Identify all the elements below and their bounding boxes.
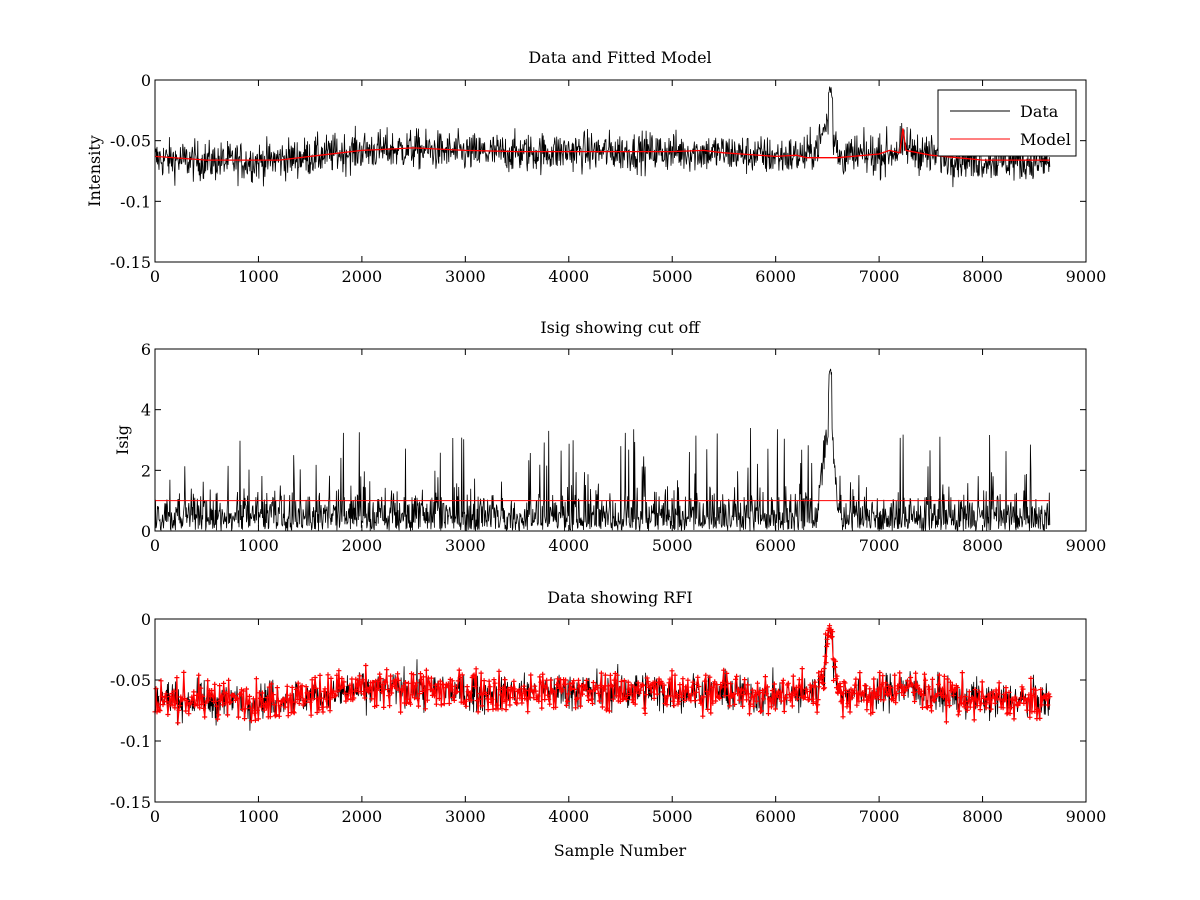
y-axis-ticks: -0.15 -0.1 -0.05 0: [110, 610, 1086, 812]
axes-box: [154, 79, 1087, 263]
series-line-data: [154, 86, 1051, 188]
x-tick-label: 2000: [342, 536, 383, 555]
chart-title: Isig showing cut off: [540, 318, 701, 337]
y-tick-label: 2: [141, 461, 151, 480]
legend-entry-data: Data: [1020, 102, 1059, 121]
y-tick-label: 4: [141, 401, 151, 420]
x-tick-label: 6000: [755, 536, 796, 555]
x-tick-label: 0: [150, 807, 160, 826]
y-tick-label: 6: [141, 340, 151, 359]
legend: Data Model: [937, 89, 1077, 157]
x-tick-label: 2000: [342, 807, 383, 826]
y-axis-label: Intensity: [85, 135, 104, 207]
x-tick-label: 8000: [962, 536, 1003, 555]
y-axis-ticks: -0.15 -0.1 -0.05 0: [110, 71, 1086, 272]
x-tick-label: 7000: [859, 807, 900, 826]
x-tick-label: 7000: [859, 267, 900, 286]
chart-title: Data showing RFI: [547, 588, 692, 607]
x-tick-label: 4000: [548, 807, 589, 826]
y-tick-label: -0.1: [120, 732, 151, 751]
y-tick-label: 0: [141, 71, 151, 90]
panel-isig: Isig showing cut off Isig 0 1000 2000 3000 4…: [113, 318, 1106, 555]
x-tick-label: 9000: [1066, 267, 1107, 286]
x-tick-label: 2000: [342, 267, 383, 286]
x-tick-label: 3000: [445, 267, 486, 286]
axes-box: [154, 348, 1087, 532]
plot-area: [152, 623, 1053, 731]
x-tick-label: 0: [150, 536, 160, 555]
x-axis-ticks: 0 1000 2000 3000 4000 5000 6000 7000 8000 9000: [150, 619, 1106, 826]
x-tick-label: 5000: [652, 536, 693, 555]
x-tick-label: 4000: [548, 536, 589, 555]
legend-box: [937, 89, 1077, 157]
x-tick-label: 8000: [962, 807, 1003, 826]
x-tick-label: 9000: [1066, 807, 1107, 826]
x-tick-label: 1000: [238, 267, 279, 286]
chart-title: Data and Fitted Model: [528, 48, 711, 67]
x-tick-label: 3000: [445, 807, 486, 826]
y-axis-label: Isig: [113, 425, 132, 455]
x-axis-ticks: 0 1000 2000 3000 4000 5000 6000 7000 8000 9000: [150, 349, 1106, 555]
y-tick-label: -0.15: [110, 253, 151, 272]
x-tick-label: 7000: [859, 536, 900, 555]
x-tick-label: 5000: [652, 267, 693, 286]
x-tick-label: 3000: [445, 536, 486, 555]
y-tick-label: -0.05: [110, 671, 151, 690]
x-tick-label: 6000: [755, 267, 796, 286]
panel-rfi: Data showing RFI Sample Number 0 1000 2000…: [110, 588, 1106, 860]
x-axis-label: Sample Number: [554, 841, 687, 860]
series-line-model: [154, 128, 1050, 161]
x-tick-label: 1000: [238, 807, 279, 826]
x-tick-label: 8000: [962, 267, 1003, 286]
x-tick-label: 6000: [755, 807, 796, 826]
plot-area: [154, 368, 1051, 532]
x-tick-label: 0: [150, 267, 160, 286]
panel-data-and-model: Data and Fitted Model Intensity 0 1000 200…: [85, 48, 1106, 286]
x-axis-ticks: 0 1000 2000 3000 4000 5000 6000 7000 8000 9000: [150, 80, 1106, 286]
x-tick-label: 9000: [1066, 536, 1107, 555]
y-tick-label: -0.1: [120, 192, 151, 211]
y-tick-label: 0: [141, 610, 151, 629]
y-tick-label: 0: [141, 522, 151, 541]
legend-entry-model: Model: [1020, 130, 1071, 149]
x-tick-label: 5000: [652, 807, 693, 826]
y-tick-label: -0.05: [110, 132, 151, 151]
series-line-isig: [154, 368, 1051, 532]
x-tick-label: 1000: [238, 536, 279, 555]
axes-box: [154, 618, 1087, 803]
plot-area: [154, 86, 1051, 188]
y-tick-label: -0.15: [110, 793, 151, 812]
x-tick-label: 4000: [548, 267, 589, 286]
